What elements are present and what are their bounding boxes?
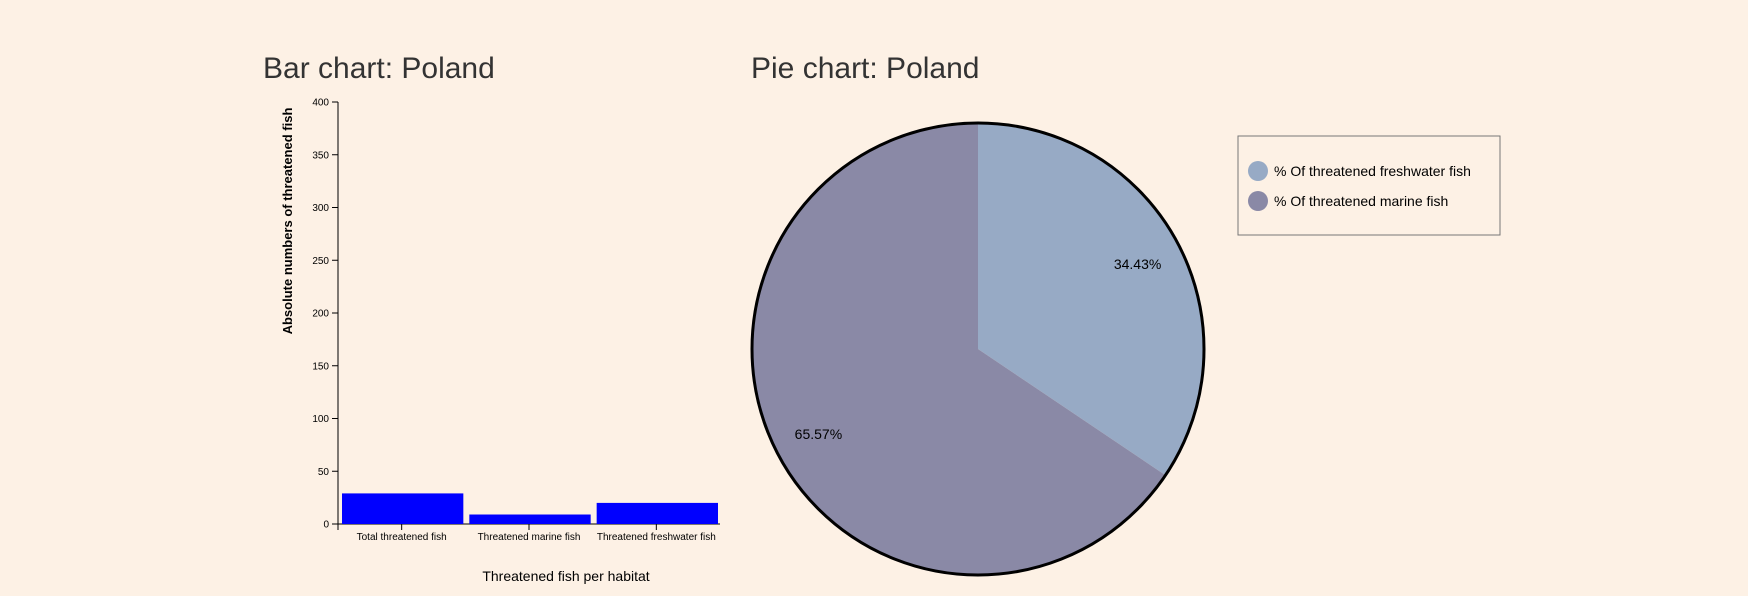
x-tick-label: Total threatened fish bbox=[357, 532, 447, 543]
x-tick-label: Threatened marine fish bbox=[478, 532, 581, 543]
y-tick-label: 250 bbox=[312, 256, 329, 267]
pie-slice bbox=[978, 123, 1204, 476]
y-tick-label: 200 bbox=[312, 309, 329, 320]
pie-outline bbox=[750, 121, 1206, 577]
y-tick-label: 50 bbox=[318, 467, 330, 478]
pie-chart: 34.43% 65.57% bbox=[750, 121, 1206, 577]
y-axis: 0 50 100 150 200 250 300 350 400 bbox=[312, 98, 339, 531]
y-tick-label: 100 bbox=[312, 414, 329, 425]
y-tick-label: 300 bbox=[312, 203, 329, 214]
bar-chart-title: Bar chart: Poland bbox=[263, 52, 495, 85]
bar bbox=[469, 514, 591, 524]
legend-box bbox=[1237, 135, 1501, 236]
x-axis: Total threatened fish Threatened marine f… bbox=[337, 523, 720, 543]
pie-chart-title: Pie chart: Poland bbox=[751, 52, 980, 85]
legend-label: % Of threatened freshwater fish bbox=[1274, 163, 1471, 179]
pie-legend: % Of threatened freshwater fish % Of thre… bbox=[1237, 135, 1501, 236]
y-tick-label: 350 bbox=[312, 150, 329, 161]
y-tick-label: 0 bbox=[323, 520, 329, 531]
x-tick-label: Threatened freshwater fish bbox=[597, 532, 716, 543]
legend-label: % Of threatened marine fish bbox=[1274, 193, 1448, 209]
pie-slice-label: 65.57% bbox=[795, 426, 842, 442]
legend-swatch bbox=[1248, 191, 1268, 211]
bar-chart: 0 50 100 150 200 250 300 350 400 Total threatene… bbox=[280, 98, 720, 584]
x-axis-title: Threatened fish per habitat bbox=[482, 568, 649, 584]
bars bbox=[342, 493, 718, 524]
y-axis-title: Absolute numbers of threatened fish bbox=[280, 108, 295, 335]
pie-slice bbox=[751, 123, 1166, 576]
bar bbox=[596, 502, 718, 524]
legend-swatch bbox=[1248, 161, 1268, 181]
bar bbox=[342, 493, 464, 524]
y-tick-label: 400 bbox=[312, 98, 329, 109]
pie-slice-label: 34.43% bbox=[1114, 256, 1161, 272]
y-tick-label: 150 bbox=[312, 361, 329, 372]
